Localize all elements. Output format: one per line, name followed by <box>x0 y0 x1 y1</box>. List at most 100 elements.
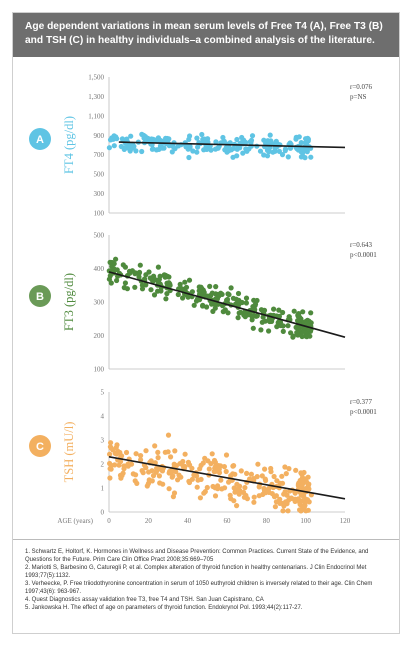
data-point <box>189 465 195 471</box>
data-point <box>247 139 253 145</box>
data-point <box>106 276 112 282</box>
data-point <box>209 290 215 296</box>
data-point <box>119 136 125 142</box>
data-point <box>139 131 145 137</box>
data-point <box>186 154 192 161</box>
data-point <box>128 133 134 139</box>
data-point <box>183 284 190 290</box>
data-point <box>213 284 219 290</box>
data-point <box>277 480 283 486</box>
data-point <box>119 453 125 459</box>
trend-line-B <box>108 271 346 338</box>
data-point <box>139 148 145 155</box>
panel-badge-letter-B: B <box>36 291 44 303</box>
data-point <box>293 467 299 473</box>
data-point <box>221 138 227 144</box>
reference-4: 4. Quest Diagnostics assay validation fr… <box>25 597 264 603</box>
data-point <box>249 317 255 323</box>
data-point <box>283 471 289 477</box>
data-point <box>262 466 268 472</box>
data-point <box>282 148 288 154</box>
data-point <box>186 277 193 283</box>
data-point <box>206 466 212 472</box>
data-point <box>223 452 230 458</box>
data-point <box>285 154 291 160</box>
y-tick-label: 2 <box>101 461 105 469</box>
data-point <box>149 276 155 283</box>
data-point <box>107 137 114 143</box>
data-point <box>266 328 272 334</box>
data-point <box>169 149 175 155</box>
data-point <box>237 488 243 494</box>
y-tick-label: 300 <box>94 299 105 307</box>
y-tick-label: 400 <box>94 265 105 273</box>
data-point <box>161 272 167 278</box>
data-point <box>261 137 267 143</box>
reference-3: 3. Verheecke, P. Free triiodothyronine c… <box>25 581 373 595</box>
data-point <box>292 490 298 496</box>
y-tick-label: 1,300 <box>88 93 104 101</box>
data-point <box>298 154 304 160</box>
data-point <box>111 143 117 149</box>
data-point <box>155 264 161 270</box>
y-tick-label: 500 <box>94 232 105 240</box>
data-point <box>281 503 287 509</box>
data-point <box>170 494 176 500</box>
data-point <box>255 461 261 467</box>
y-tick-label: 500 <box>94 171 105 179</box>
data-point <box>304 321 310 327</box>
data-point <box>251 494 257 500</box>
data-point <box>221 464 227 470</box>
data-point <box>108 466 114 472</box>
data-point <box>222 485 228 491</box>
data-point <box>249 133 256 139</box>
y-tick-label: 5 <box>101 389 105 397</box>
data-point <box>272 145 278 151</box>
title-line-2: and TSH (C) in healthy individuals–a com… <box>25 35 375 46</box>
data-point <box>223 468 229 475</box>
data-point <box>190 148 196 154</box>
panel-badge-letter-A: A <box>36 134 44 146</box>
data-point <box>149 146 155 152</box>
x-tick-label: 60 <box>224 517 232 525</box>
data-point <box>143 448 149 454</box>
data-point <box>107 475 113 481</box>
data-point <box>213 139 219 145</box>
data-point <box>286 466 292 472</box>
data-point <box>112 462 118 468</box>
data-point <box>163 296 169 302</box>
data-point <box>276 148 282 154</box>
data-point <box>264 153 271 159</box>
reference-1: 1. Schwartz E, Holtorf, K. Hormones in W… <box>25 549 369 563</box>
data-point <box>165 432 172 438</box>
data-point <box>230 463 236 469</box>
data-point <box>216 470 223 476</box>
data-point <box>209 451 215 457</box>
data-point <box>276 313 282 319</box>
data-point <box>288 330 294 336</box>
data-point <box>254 313 260 319</box>
data-point <box>130 145 136 151</box>
data-point <box>288 495 295 501</box>
data-point <box>123 449 130 456</box>
x-tick-label: 80 <box>263 517 271 525</box>
data-point <box>126 268 133 274</box>
data-point <box>146 469 152 475</box>
data-point <box>164 291 170 297</box>
data-point <box>254 297 260 304</box>
data-point <box>303 508 309 514</box>
data-point <box>196 284 202 290</box>
data-point <box>107 460 113 467</box>
data-point <box>260 307 266 313</box>
data-point <box>219 291 225 297</box>
data-point <box>170 473 176 479</box>
data-point <box>106 145 112 151</box>
data-point <box>246 146 252 152</box>
data-point <box>155 455 161 461</box>
data-point <box>107 259 113 265</box>
data-point <box>182 451 188 457</box>
y-tick-label: 1 <box>101 485 105 493</box>
data-point <box>168 454 174 460</box>
data-point <box>277 496 283 502</box>
data-point <box>194 484 200 490</box>
